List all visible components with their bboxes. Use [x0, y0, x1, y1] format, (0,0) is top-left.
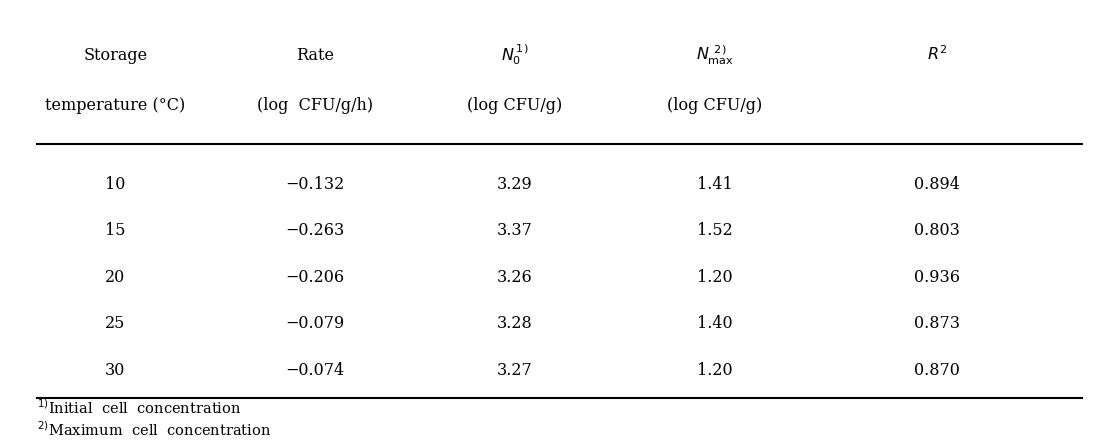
Text: 0.873: 0.873 [914, 315, 960, 333]
Text: −0.079: −0.079 [285, 315, 345, 333]
Text: 25: 25 [105, 315, 125, 333]
Text: $^{1)}$Initial  cell  concentration: $^{1)}$Initial cell concentration [38, 398, 242, 417]
Text: 0.894: 0.894 [914, 176, 960, 193]
Text: 1.52: 1.52 [697, 222, 733, 239]
Text: temperature (°C): temperature (°C) [45, 97, 186, 114]
Text: $N_{\mathrm{max}}^{\;\,2)}$: $N_{\mathrm{max}}^{\;\,2)}$ [696, 43, 734, 66]
Text: 1.40: 1.40 [697, 315, 733, 333]
Text: (log  CFU/g/h): (log CFU/g/h) [257, 97, 374, 114]
Text: Rate: Rate [297, 47, 335, 63]
Text: 20: 20 [105, 269, 125, 286]
Text: (log CFU/g): (log CFU/g) [468, 97, 563, 114]
Text: 1.20: 1.20 [697, 269, 733, 286]
Text: $^{2)}$Maximum  cell  concentration: $^{2)}$Maximum cell concentration [38, 420, 272, 439]
Text: $N_0^{\,1)}$: $N_0^{\,1)}$ [501, 43, 529, 67]
Text: 3.29: 3.29 [497, 176, 533, 193]
Text: 30: 30 [105, 362, 125, 379]
Text: 10: 10 [105, 176, 125, 193]
Text: 1.20: 1.20 [697, 362, 733, 379]
Text: 3.26: 3.26 [497, 269, 533, 286]
Text: 3.37: 3.37 [497, 222, 533, 239]
Text: −0.132: −0.132 [285, 176, 345, 193]
Text: 0.803: 0.803 [914, 222, 960, 239]
Text: 0.936: 0.936 [914, 269, 960, 286]
Text: −0.263: −0.263 [285, 222, 345, 239]
Text: Storage: Storage [83, 47, 148, 63]
Text: (log CFU/g): (log CFU/g) [667, 97, 763, 114]
Text: 15: 15 [105, 222, 125, 239]
Text: −0.074: −0.074 [285, 362, 345, 379]
Text: 3.28: 3.28 [497, 315, 533, 333]
Text: 3.27: 3.27 [497, 362, 533, 379]
Text: −0.206: −0.206 [285, 269, 345, 286]
Text: 0.870: 0.870 [914, 362, 960, 379]
Text: $R^2$: $R^2$ [927, 46, 948, 64]
Text: 1.41: 1.41 [697, 176, 733, 193]
